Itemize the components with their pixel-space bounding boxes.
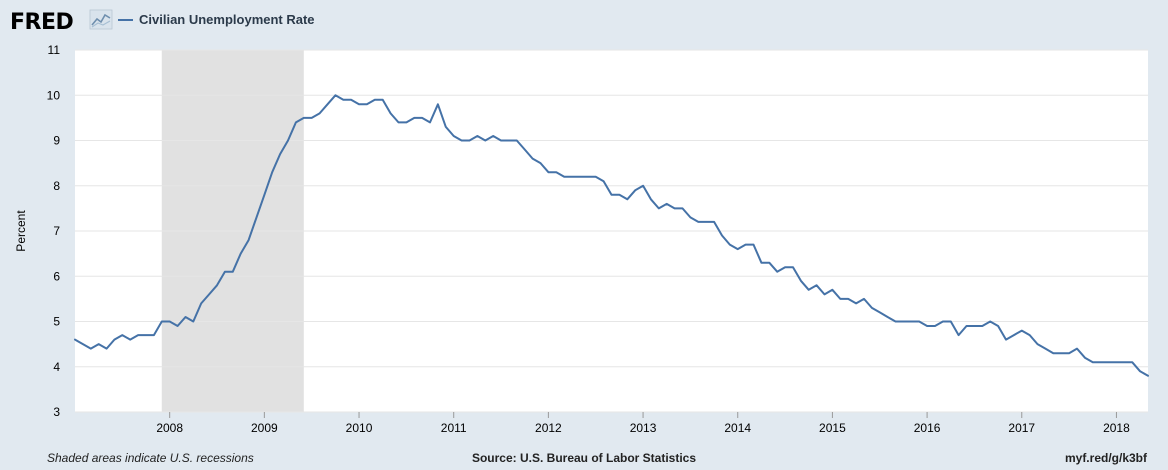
x-tick-label: 2012	[535, 421, 562, 435]
y-tick-label: 7	[53, 224, 60, 238]
x-tick-label: 2018	[1103, 421, 1130, 435]
y-axis-label: Percent	[14, 210, 28, 252]
y-tick-label: 5	[53, 315, 60, 329]
x-axis-ticks: 2008 2009 2010 2011 2012 2013 2014 2015 2016 2017…	[156, 412, 1130, 435]
series-line	[74, 94, 1149, 377]
recession-note: Shaded areas indicate U.S. recessions	[47, 451, 254, 465]
x-tick-label: 2016	[914, 421, 941, 435]
y-axis-ticks: 3 4 5 6 7 8 9 10 11	[47, 43, 61, 419]
x-tick-label: 2015	[819, 421, 846, 435]
x-tick-label: 2011	[441, 421, 467, 435]
x-tick-label: 2009	[251, 421, 278, 435]
x-tick-label: 2010	[346, 421, 373, 435]
source-text: Source: U.S. Bureau of Labor Statistics	[472, 451, 696, 465]
fred-trend-chart-icon	[89, 9, 113, 30]
grid-lines	[75, 49, 1148, 413]
x-tick-label: 2017	[1008, 421, 1035, 435]
y-tick-label: 9	[53, 134, 60, 148]
y-tick-label: 4	[53, 360, 60, 374]
y-tick-label: 6	[53, 269, 60, 283]
series-layer	[74, 94, 1149, 377]
short-link[interactable]: myf.red/g/k3bf	[1065, 451, 1148, 465]
y-tick-label: 10	[47, 88, 61, 102]
legend-label[interactable]: Civilian Unemployment Rate	[139, 12, 315, 27]
y-tick-label: 3	[53, 405, 60, 419]
x-tick-label: 2014	[724, 421, 751, 435]
fred-logo[interactable]: FRED	[10, 10, 74, 35]
y-tick-label: 11	[48, 43, 61, 57]
x-tick-label: 2008	[156, 421, 183, 435]
y-tick-label: 8	[53, 179, 60, 193]
x-tick-label: 2013	[630, 421, 657, 435]
